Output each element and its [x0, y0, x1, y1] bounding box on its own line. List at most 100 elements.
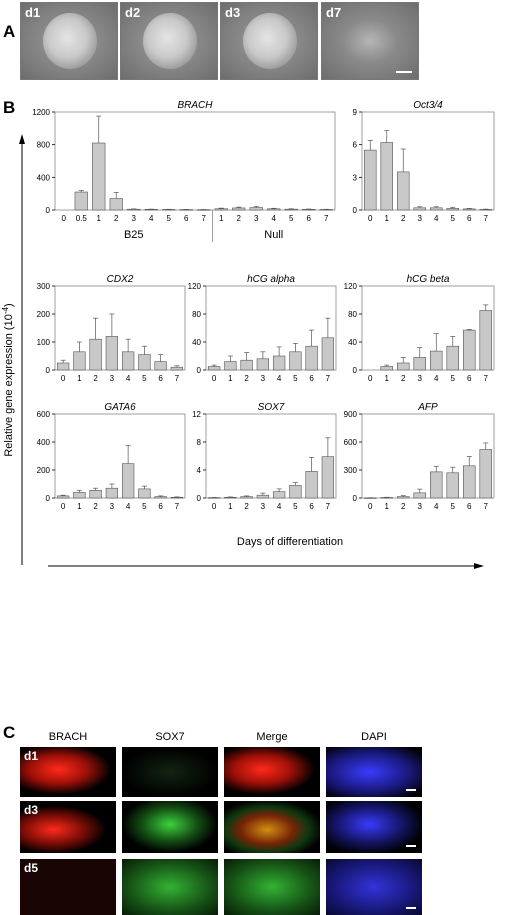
chart-title: hCG alpha [247, 274, 295, 285]
bar [154, 496, 167, 499]
bar [430, 350, 443, 371]
bar [170, 366, 184, 371]
x-tick-label: 5 [293, 502, 298, 511]
x-tick-label: 3 [261, 374, 266, 383]
x-tick-label: 7 [484, 374, 489, 383]
bar [256, 358, 270, 371]
micrograph-d3: d3 [220, 2, 318, 80]
bar [397, 171, 410, 211]
if-row-day-label: d1 [24, 749, 39, 763]
if-image-d3-brach: d3 [20, 801, 116, 853]
bar [302, 209, 316, 211]
x-tick-label: 1 [228, 502, 233, 511]
x-tick-label: 2 [114, 214, 119, 223]
if-image-d3-merge [224, 801, 320, 853]
if-header-brach: BRACH [48, 731, 88, 743]
x-tick-label: 6 [307, 214, 312, 223]
x-tick-label: 1 [77, 374, 82, 383]
bar [430, 471, 443, 499]
x-tick-label: 2 [401, 502, 406, 511]
bar [446, 345, 459, 371]
x-tick-label: 0 [368, 502, 373, 511]
y-tick-label: 40 [192, 338, 201, 347]
bar [321, 337, 335, 371]
if-header-dapi: DAPI [361, 731, 387, 743]
x-tick-label: 3 [418, 502, 423, 511]
y-tick-label: 0 [197, 366, 202, 375]
colony [143, 13, 197, 69]
x-tick-label: 3 [418, 214, 423, 223]
y-tick-label: 0 [46, 206, 51, 215]
if-image-d5-sox7 [122, 859, 218, 915]
x-tick-label: 5 [142, 502, 147, 511]
x-tick-label: 2 [401, 214, 406, 223]
bar [89, 338, 102, 371]
y-tick-label: 400 [37, 438, 51, 447]
x-tick-label: 2 [93, 502, 98, 511]
bar [463, 329, 476, 371]
y-tick-label: 80 [192, 310, 201, 319]
plot-frame [205, 285, 337, 371]
bar [224, 361, 237, 371]
bar [413, 492, 426, 499]
x-tick-label: 4 [126, 502, 131, 511]
x-tick-label: 2 [237, 214, 242, 223]
scale-bar [396, 71, 412, 73]
x-tick-label: 6 [467, 214, 472, 223]
bar [284, 208, 298, 211]
x-tick-label: 1 [385, 214, 390, 223]
bar [73, 351, 86, 371]
y-tick-label: 120 [188, 282, 202, 291]
bar [479, 209, 492, 211]
bar [109, 198, 123, 211]
bar [380, 497, 393, 499]
x-tick-label: 0 [61, 502, 66, 511]
x-tick-label: 7 [326, 374, 331, 383]
scale-bar [406, 907, 416, 909]
plot-frame [361, 285, 495, 371]
x-tick-label: 6 [158, 502, 163, 511]
x-tick-label: 2 [93, 374, 98, 383]
bar [207, 366, 221, 371]
if-image-d5-brach: d5 [20, 859, 116, 915]
x-axis-arrow [48, 563, 484, 569]
if-header-sox7: SOX7 [155, 731, 185, 743]
x-tick-label: 2 [244, 502, 249, 511]
x-tick-label: 5 [293, 374, 298, 383]
x-tick-label: 7 [324, 214, 329, 223]
bar [232, 207, 246, 211]
bar [413, 357, 426, 371]
group-label: B25 [124, 229, 144, 241]
x-tick-label: 0 [368, 214, 373, 223]
bar [446, 208, 459, 211]
bar [479, 310, 492, 371]
x-tick-label: 5 [451, 374, 456, 383]
y-tick-label: 900 [344, 410, 358, 419]
y-tick-label: 600 [344, 438, 358, 447]
bar [463, 465, 476, 499]
panel-b-letter: B [3, 98, 16, 117]
y-tick-label: 0 [197, 494, 202, 503]
x-tick-label: 4 [434, 374, 439, 383]
y-tick-label: 200 [37, 310, 51, 319]
plot-frame [54, 413, 186, 499]
bar [413, 207, 426, 211]
x-tick-label: 1 [219, 214, 224, 223]
bar [105, 336, 119, 371]
micrograph-day-label: d7 [326, 5, 342, 20]
bar [249, 207, 263, 211]
y-tick-label: 100 [37, 338, 51, 347]
if-image-d5-dapi [326, 859, 422, 915]
bar [272, 355, 286, 371]
micrograph-day-label: d2 [125, 5, 141, 20]
if-image-d1-brach: d1 [20, 747, 116, 797]
y-tick-label: 0 [353, 366, 358, 375]
x-tick-label: 0 [62, 214, 67, 223]
x-tick-label: 7 [484, 502, 489, 511]
x-tick-label: 4 [277, 374, 282, 383]
y-axis-label: Relative gene expression (10-4) [1, 303, 15, 456]
x-tick-label: 1 [228, 374, 233, 383]
x-tick-label: 6 [184, 214, 189, 223]
plot-frame [54, 111, 336, 211]
y-axis-label-close: ) [3, 303, 15, 307]
